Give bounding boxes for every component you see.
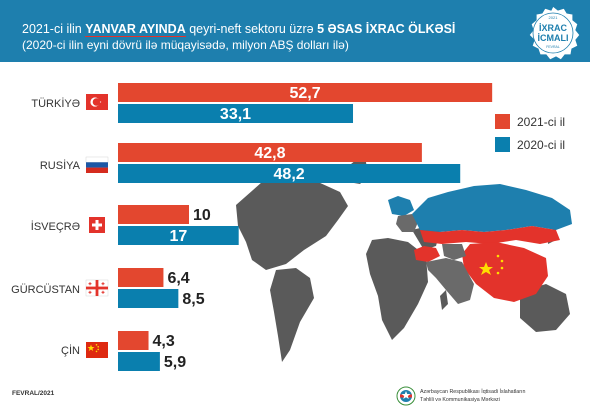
bar-2020 bbox=[118, 289, 179, 308]
title: 2021-ci ilin YANVAR AYINDA qeyri-neft se… bbox=[22, 22, 456, 37]
category-label: GÜRCÜSTAN bbox=[11, 284, 80, 296]
badge-month: FEVRAL bbox=[546, 45, 560, 49]
bar-value-label: 52,7 bbox=[290, 85, 321, 102]
bar-value-label: 6,4 bbox=[167, 270, 189, 287]
bar-2021 bbox=[118, 205, 189, 224]
legend-swatch-2020 bbox=[495, 137, 510, 152]
title-bold: 5 ƏSAS İXRAC ÖLKƏSİ bbox=[317, 22, 456, 36]
bar-2020 bbox=[118, 226, 239, 245]
bar-value-label: 5,9 bbox=[164, 354, 186, 371]
category-label: TÜRKİYƏ bbox=[31, 97, 80, 110]
world-map-icon bbox=[236, 160, 572, 362]
legend: 2021-ci il 2020-ci il bbox=[495, 114, 565, 152]
bar-2021 bbox=[118, 331, 149, 350]
bar-2020 bbox=[118, 164, 461, 183]
bar-2021 bbox=[118, 83, 493, 102]
bar-value-label: 17 bbox=[169, 228, 187, 245]
georgia-flag-icon bbox=[85, 279, 109, 297]
legend-label-2021: 2021-ci il bbox=[517, 115, 565, 129]
russia-flag-icon bbox=[85, 156, 109, 173]
bar-2021 bbox=[118, 143, 422, 162]
legend-swatch-2021 bbox=[495, 114, 510, 129]
category-label: ÇİN bbox=[61, 344, 80, 357]
footer-organization: Azərbaycan Respublikası İqtisadi İslahat… bbox=[396, 386, 586, 410]
badge-year: 2021 bbox=[549, 15, 559, 20]
subtitle: (2020-ci ilin eyni dövrü ilə müqayisədə,… bbox=[22, 38, 349, 52]
badge-line1: İXRAC bbox=[539, 23, 568, 33]
china-flag-icon bbox=[86, 342, 108, 358]
bar-2020 bbox=[118, 104, 354, 123]
header-banner: 2021-ci ilin YANVAR AYINDA qeyri-neft se… bbox=[0, 0, 590, 62]
bar-2021 bbox=[118, 268, 164, 287]
category-label: İSVEÇRƏ bbox=[31, 220, 80, 233]
category-label: RUSİYA bbox=[40, 159, 81, 172]
org-line2: Təhlili və Kommunikasiya Mərkəzi bbox=[420, 397, 500, 403]
bar-value-label: 48,2 bbox=[274, 166, 305, 183]
bar-value-label: 4,3 bbox=[153, 333, 175, 350]
title-prefix: 2021-ci ilin bbox=[22, 22, 82, 36]
export-bar-chart: TÜRKİYƏ RUSİYA İSVEÇRƏ GÜRCÜSTAN ÇİN bbox=[11, 83, 572, 371]
turkey-flag-icon bbox=[86, 94, 108, 110]
bar-2020 bbox=[118, 352, 160, 371]
ixrac-icmali-badge-icon: 2021 İXRAC İCMALI FEVRAL bbox=[528, 5, 581, 61]
bar-value-label: 42,8 bbox=[254, 145, 285, 162]
title-middle: qeyri-neft sektoru üzrə bbox=[189, 22, 314, 36]
org-line1: Azərbaycan Respublikası İqtisadi İslahat… bbox=[420, 389, 526, 395]
legend-label-2020: 2020-ci il bbox=[517, 138, 565, 152]
title-highlight: YANVAR AYINDA bbox=[85, 22, 186, 37]
bar-value-label: 8,5 bbox=[182, 291, 204, 308]
switzerland-flag-icon bbox=[89, 217, 105, 233]
azerbaijan-emblem-icon bbox=[396, 386, 416, 406]
bar-value-label: 10 bbox=[193, 207, 211, 224]
badge-line2: İCMALI bbox=[538, 33, 569, 43]
bar-value-label: 33,1 bbox=[220, 106, 251, 123]
footer-date: FEVRAL/2021 bbox=[12, 390, 55, 397]
